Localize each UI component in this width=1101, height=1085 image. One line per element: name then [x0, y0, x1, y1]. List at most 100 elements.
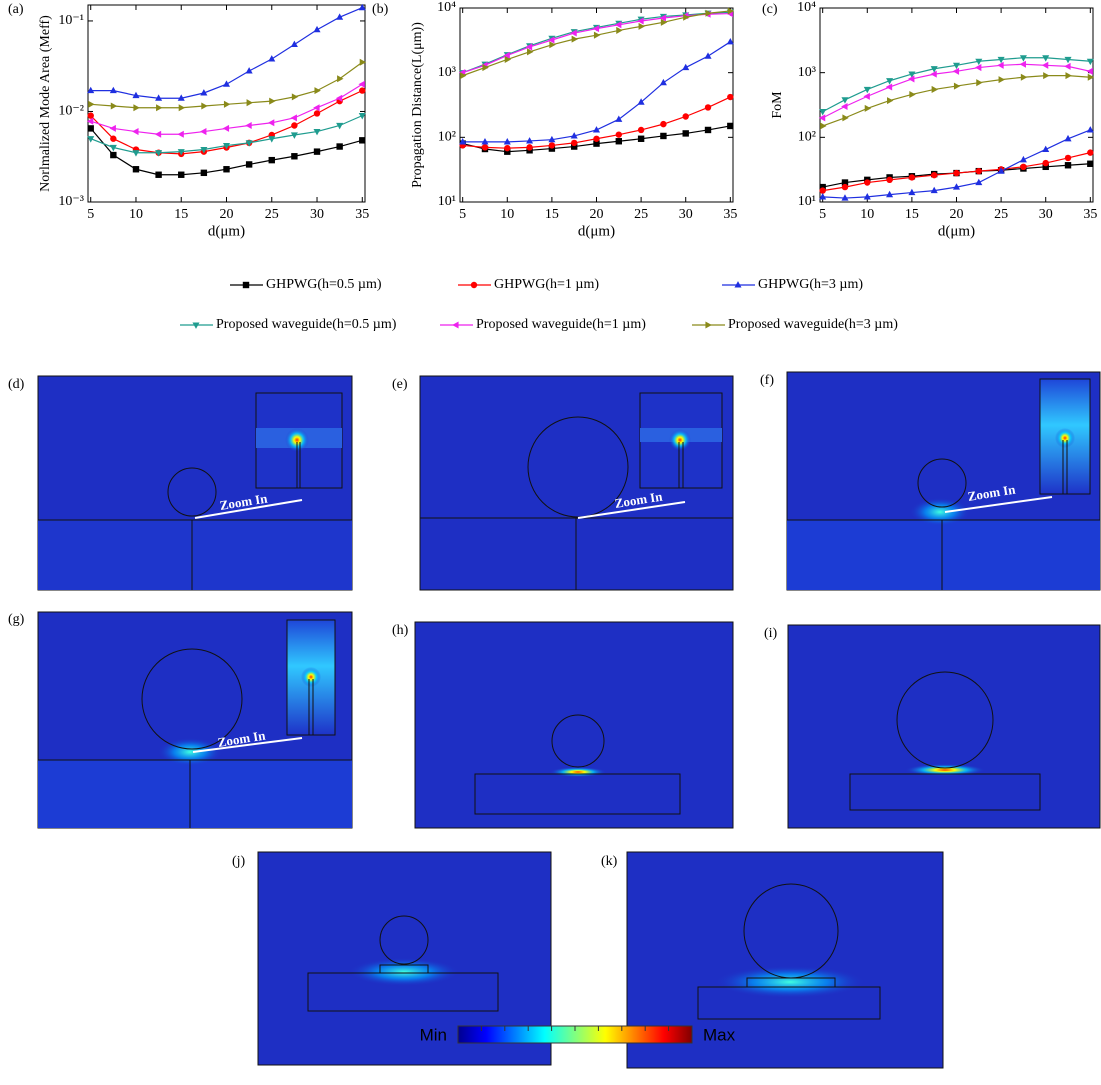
data-point	[953, 169, 960, 177]
x-tick-label: 15	[545, 207, 559, 222]
legend-label: GHPWG(h=3 µm)	[758, 277, 863, 292]
data-point	[290, 40, 298, 48]
data-point	[908, 188, 916, 196]
data-point	[1087, 149, 1094, 156]
y-tick-label: 10⁴	[437, 0, 456, 15]
y-tick-label: 10⁻¹	[58, 13, 84, 28]
data-point	[886, 190, 894, 198]
data-point	[997, 167, 1005, 174]
data-point	[1064, 162, 1072, 169]
data-point	[887, 97, 894, 105]
data-point	[268, 156, 275, 164]
data-point	[133, 104, 140, 112]
data-point	[358, 113, 366, 120]
data-point	[705, 9, 712, 17]
data-point	[864, 179, 871, 186]
data-point	[953, 82, 961, 90]
y-tick-label: 10²	[798, 130, 816, 145]
data-point	[638, 22, 645, 30]
data-point	[359, 87, 366, 94]
data-point	[88, 100, 95, 108]
data-point	[1042, 145, 1050, 152]
data-point	[503, 138, 511, 145]
data-point	[841, 194, 849, 201]
data-point	[975, 167, 983, 175]
data-point	[336, 122, 344, 130]
data-point	[110, 102, 118, 110]
x-tick-label: 5	[87, 207, 94, 222]
data-point	[727, 122, 734, 130]
panel-label: (h)	[392, 623, 409, 638]
data-point	[819, 187, 826, 194]
data-point	[268, 136, 276, 143]
data-point	[863, 86, 871, 94]
data-point	[931, 85, 939, 93]
data-point	[245, 121, 252, 130]
data-point	[314, 87, 321, 95]
data-point	[1064, 56, 1072, 64]
data-point	[637, 135, 645, 142]
data-point	[132, 128, 139, 136]
x-tick-label: 20	[220, 207, 234, 222]
data-point	[1042, 163, 1049, 171]
data-point	[178, 171, 185, 178]
data-point	[908, 71, 916, 78]
colorbar: Min Max	[420, 1025, 736, 1044]
panel-label: (b)	[372, 2, 389, 17]
data-point	[503, 51, 510, 59]
data-point	[660, 120, 667, 128]
y-tick-label: 10³	[438, 65, 456, 80]
data-point	[178, 104, 186, 112]
data-point	[87, 112, 94, 119]
data-point	[110, 135, 117, 142]
data-point	[1019, 55, 1027, 62]
data-point	[727, 7, 735, 15]
legend-marker	[242, 281, 250, 289]
data-point	[460, 72, 467, 80]
y-axis-label: Norlmalized Mode Area (Meff)	[38, 15, 53, 192]
data-point	[593, 140, 600, 147]
data-point	[154, 130, 162, 138]
data-point	[682, 113, 689, 120]
data-point	[223, 100, 231, 108]
data-point	[570, 143, 578, 150]
data-point	[908, 174, 916, 181]
data-point	[335, 94, 343, 102]
data-point	[504, 148, 511, 155]
data-point	[704, 104, 712, 111]
data-point	[200, 146, 208, 154]
x-tick-label: 30	[1039, 207, 1053, 222]
data-point	[459, 138, 467, 145]
data-point	[659, 78, 667, 86]
colorbar-max: Max	[703, 1025, 736, 1044]
data-point	[819, 193, 827, 200]
data-point	[291, 93, 299, 101]
data-point	[1086, 126, 1094, 133]
x-tick-label: 35	[1083, 207, 1097, 222]
data-point	[358, 3, 366, 11]
data-point	[526, 137, 534, 144]
panel-label: (k)	[601, 854, 618, 869]
data-point	[727, 93, 734, 101]
x-tick-label: 35	[355, 207, 369, 222]
data-point	[548, 135, 556, 143]
data-point	[615, 131, 623, 138]
x-tick-label: 15	[174, 207, 188, 222]
data-point	[974, 64, 982, 72]
data-point	[223, 166, 230, 173]
x-tick-label: 5	[819, 207, 826, 222]
data-point	[820, 122, 827, 130]
legend-label: Proposed waveguide(h=1 µm)	[476, 317, 646, 332]
data-point	[637, 17, 644, 25]
data-point	[549, 41, 556, 49]
data-point	[245, 161, 253, 168]
legend-label: Proposed waveguide(h=3 µm)	[728, 317, 898, 332]
data-point	[1064, 134, 1072, 142]
data-point	[155, 94, 163, 101]
data-point	[660, 18, 668, 26]
data-point	[614, 21, 622, 29]
panel-label: (a)	[8, 2, 24, 17]
y-tick-label: 10⁴	[797, 0, 816, 15]
x-tick-label: 10	[860, 207, 874, 222]
data-point	[704, 126, 712, 134]
